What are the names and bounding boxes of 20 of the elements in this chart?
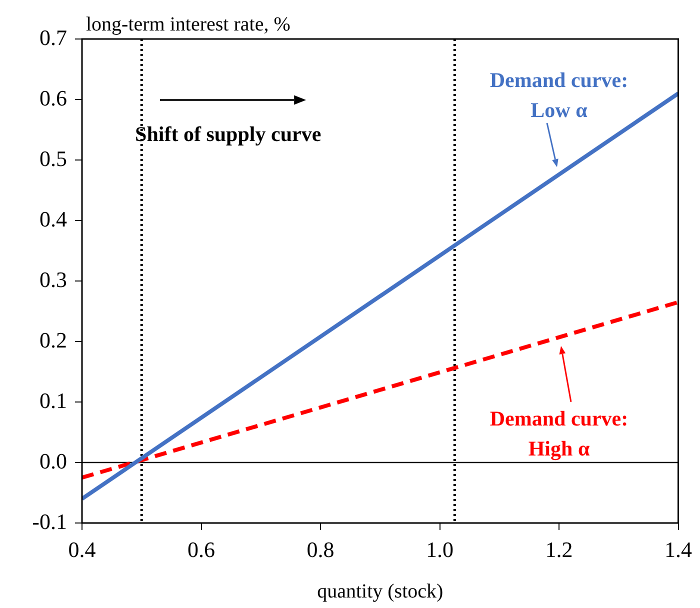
y-axis-title: long-term interest rate, % xyxy=(86,13,290,36)
x-tick-label: 1.2 xyxy=(545,536,573,562)
series-label: Demand curve: Low α xyxy=(490,68,628,122)
x-tick-label: 0.4 xyxy=(68,536,96,562)
y-tick-label: 0.3 xyxy=(40,266,67,292)
y-tick-label: 0.2 xyxy=(40,327,67,352)
y-tick-label: 0.5 xyxy=(40,146,67,171)
y-tick-label: 0.6 xyxy=(40,85,67,110)
y-tick-label: 0.0 xyxy=(40,448,67,474)
y-tick-label: 0.4 xyxy=(40,206,67,232)
y-tick-label: -0.1 xyxy=(32,508,67,534)
y-tick-label: 0.1 xyxy=(40,388,67,413)
x-tick-label: 1.4 xyxy=(664,536,692,562)
annotation: Shift of supply curve xyxy=(135,122,322,146)
x-axis-title: quantity (stock) xyxy=(317,580,444,602)
x-tick-label: 1.0 xyxy=(426,536,454,562)
legend-label: Demand curve: High α xyxy=(490,406,628,461)
x-tick-label: 0.8 xyxy=(306,536,334,562)
y-tick-label: 0.7 xyxy=(40,24,67,50)
x-tick-label: 0.6 xyxy=(188,536,215,562)
